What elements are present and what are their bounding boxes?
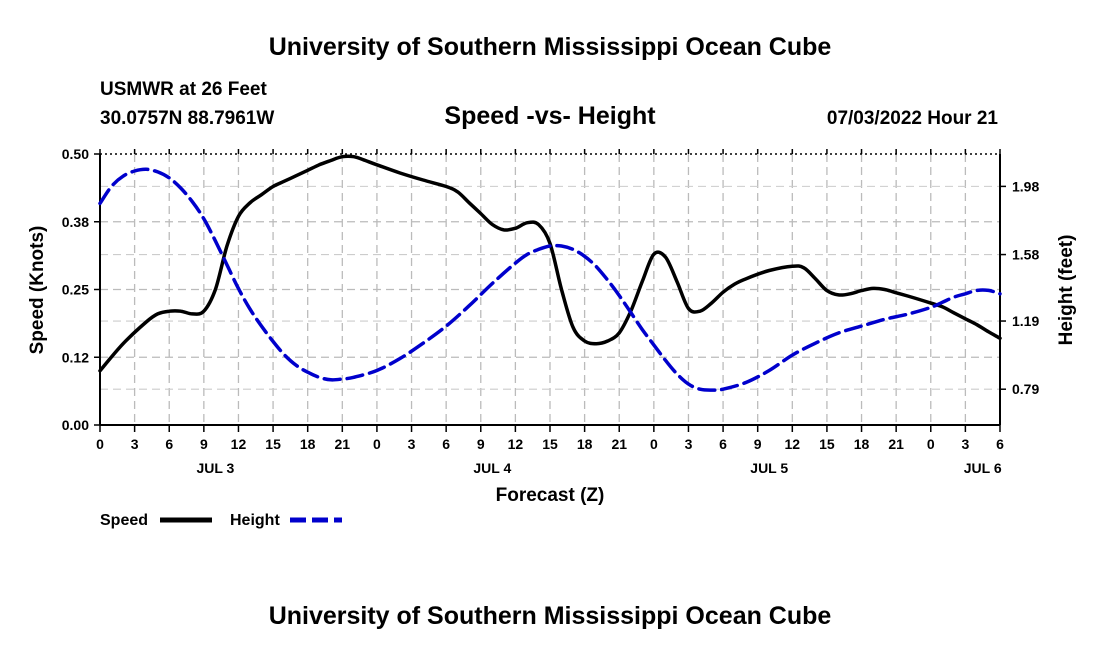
- x-tick-label: 15: [542, 436, 558, 452]
- day-label: JUL 6: [964, 460, 1002, 476]
- series: [98, 154, 1002, 392]
- chart-subtitle: Speed -vs- Height: [444, 102, 656, 130]
- x-tick-label: 15: [265, 436, 281, 452]
- legend: Speed Height: [100, 512, 342, 529]
- x-tick-label: 18: [577, 436, 593, 452]
- x-axis-label: Forecast (Z): [496, 485, 605, 506]
- chart-title: University of Southern Mississippi Ocean…: [269, 33, 832, 61]
- y-right-tick-label: 1.58: [1012, 247, 1039, 263]
- x-tick-label: 12: [785, 436, 801, 452]
- x-tick-label: 9: [754, 436, 762, 452]
- series-line-speed: [98, 154, 1002, 373]
- day-label: JUL 5: [750, 460, 788, 476]
- y-axis-left-label: Speed (Knots): [27, 226, 48, 355]
- location-label: 30.0757N 88.7961W: [100, 108, 274, 129]
- x-tick-label: 21: [888, 436, 904, 452]
- x-tick-label: 3: [685, 436, 693, 452]
- y-left-tick-label: 0.50: [62, 146, 89, 162]
- x-tick-label: 6: [996, 436, 1004, 452]
- legend-label-speed: Speed: [100, 512, 148, 529]
- y-right-tick-label: 1.98: [1012, 178, 1039, 194]
- x-tick-label: 3: [131, 436, 139, 452]
- x-tick-label: 12: [231, 436, 247, 452]
- y-left-tick-label: 0.00: [62, 417, 89, 433]
- x-tick-label: 21: [611, 436, 627, 452]
- footer-title: University of Southern Mississippi Ocean…: [269, 602, 832, 630]
- y-right-tick-label: 1.19: [1012, 313, 1039, 329]
- y-left-tick-label: 0.25: [62, 282, 89, 298]
- series-line-height: [98, 167, 1002, 392]
- x-tick-label: 3: [408, 436, 416, 452]
- y-right-tick-label: 0.79: [1012, 381, 1039, 397]
- x-tick-label: 6: [719, 436, 727, 452]
- y-left-tick-label: 0.38: [62, 214, 89, 230]
- x-tick-label: 12: [508, 436, 524, 452]
- y-axis-right-label: Height (feet): [1056, 235, 1077, 346]
- x-tick-label: 3: [961, 436, 969, 452]
- day-label: JUL 3: [196, 460, 234, 476]
- day-label: JUL 4: [473, 460, 511, 476]
- x-tick-label: 18: [854, 436, 870, 452]
- x-tick-label: 0: [373, 436, 381, 452]
- x-tick-label: 9: [200, 436, 208, 452]
- tick-labels: 0 3 6 9 12 15 18 21 0 3 6 9 12 15 18 21 0 3 6 9 12 15 18 21 0 3 6 J…: [62, 146, 1040, 476]
- x-tick-label: 15: [819, 436, 835, 452]
- x-tick-label: 6: [165, 436, 173, 452]
- legend-label-height: Height: [230, 512, 280, 529]
- x-tick-label: 6: [442, 436, 450, 452]
- x-tick-label: 0: [650, 436, 658, 452]
- x-tick-label: 0: [927, 436, 935, 452]
- x-tick-label: 9: [477, 436, 485, 452]
- x-tick-label: 18: [300, 436, 316, 452]
- station-label: USMWR at 26 Feet: [100, 79, 267, 100]
- y-left-tick-label: 0.12: [62, 349, 89, 365]
- axes: [94, 149, 1006, 432]
- timestamp-label: 07/03/2022 Hour 21: [827, 108, 999, 129]
- grid: [100, 154, 1000, 425]
- x-tick-label: 0: [96, 436, 104, 452]
- x-tick-label: 21: [335, 436, 351, 452]
